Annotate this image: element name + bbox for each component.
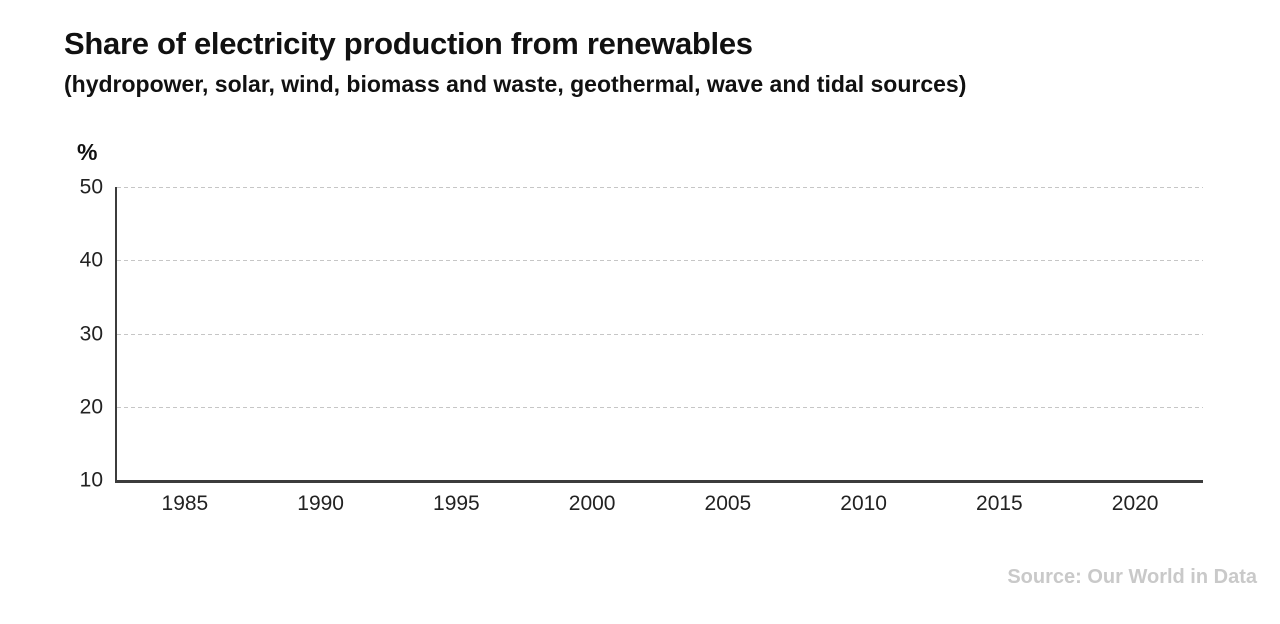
x-tick-label: 1995 [433, 492, 480, 515]
y-tick-label: 20 [79, 395, 103, 419]
x-tick-label: 1985 [161, 492, 209, 515]
x-axis-tick-labels: 1985 1990 1995 2000 2005 2010 2015 2020 [117, 480, 1203, 520]
x-tick-label: 1990 [297, 492, 344, 515]
source-attribution: Source: Our World in Data [1007, 566, 1257, 588]
h-gridline [117, 260, 1203, 262]
x-tick-label: 2015 [976, 492, 1023, 515]
h-gridline [117, 406, 1203, 408]
y-tick-label: 50 [79, 175, 103, 199]
plot-area: 50 40 30 20 10 [80, 177, 1203, 491]
y-tick-label: 30 [79, 322, 103, 345]
h-gridline [117, 187, 1203, 188]
chart-title: Share of electricity production from ren… [64, 26, 753, 61]
chart-subtitle: (hydropower, solar, wind, biomass and wa… [64, 71, 967, 97]
x-tick-label: 2005 [704, 492, 752, 515]
y-tick-label: 10 [79, 468, 103, 492]
x-tick-label: 2000 [568, 492, 616, 515]
h-gridline [117, 333, 1203, 335]
x-tick-label: 2010 [840, 492, 887, 515]
x-tick-label: 2020 [1111, 492, 1159, 515]
y-tick-label: 40 [79, 248, 103, 272]
y-axis-unit-label: % [77, 139, 98, 165]
